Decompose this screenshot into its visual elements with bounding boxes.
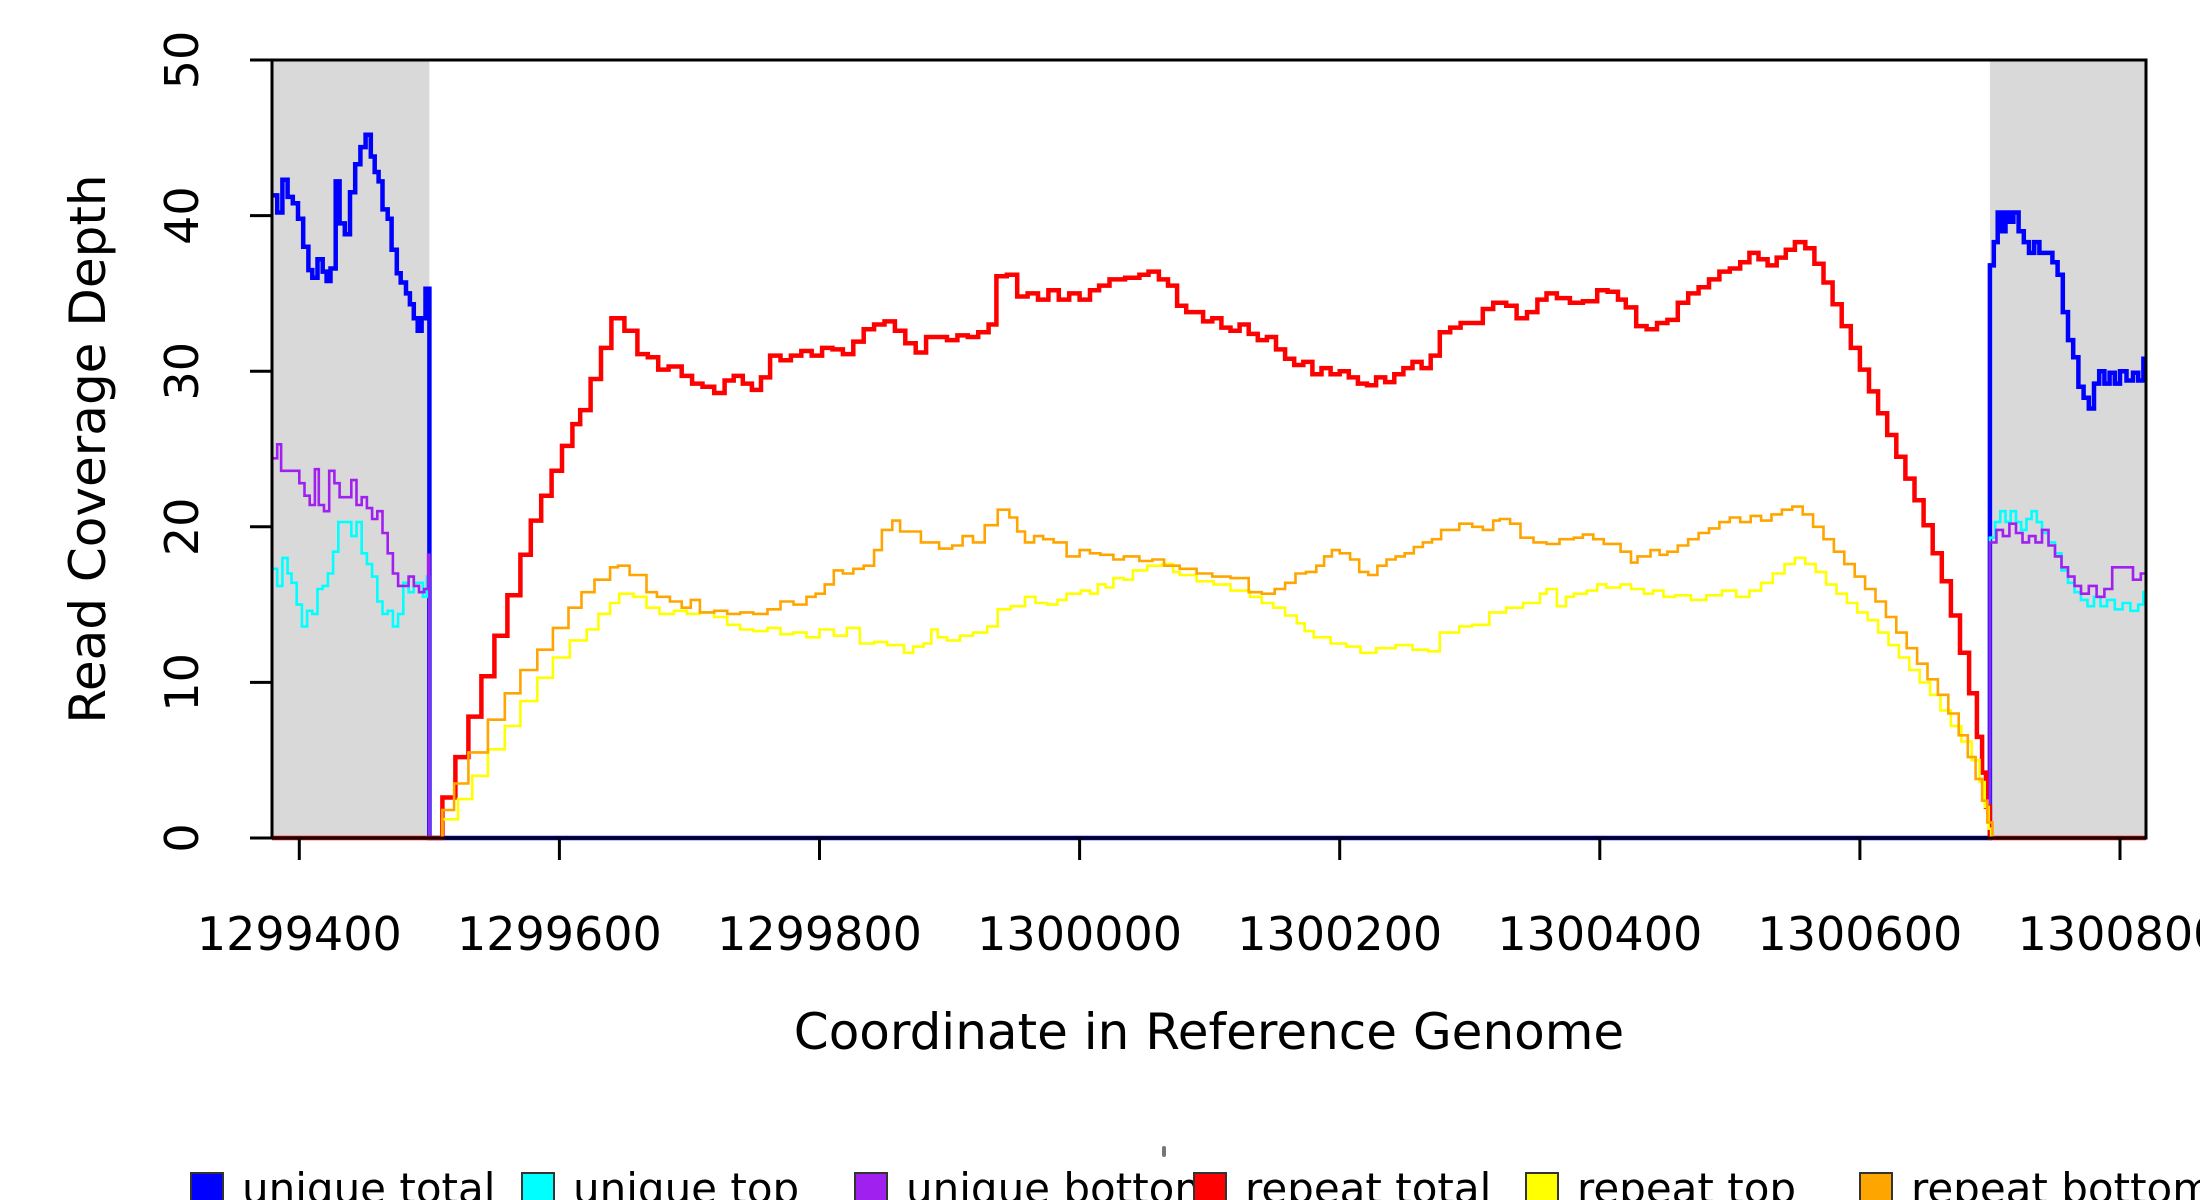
plot-box — [270, 58, 2148, 840]
y-tick-label: 20 — [155, 498, 209, 557]
x-tick-label: 1300600 — [1757, 907, 1962, 961]
shaded-region-right — [1989, 60, 2146, 838]
x-tick-label: 1299600 — [457, 907, 662, 961]
y-tick-label: 10 — [155, 653, 209, 712]
shaded-region-left — [272, 60, 430, 838]
series-line-repeat-total — [272, 239, 2146, 841]
series-line-unique-bottom — [272, 443, 2146, 840]
x-tick-label: 1299800 — [717, 907, 922, 961]
series-line-repeat-top — [272, 556, 2146, 840]
y-tick-label: 0 — [155, 823, 209, 852]
x-tick-label: 1299400 — [197, 907, 402, 961]
x-tick-label: 1300400 — [1497, 907, 1702, 961]
y-axis-title: Read Coverage Depth — [59, 174, 117, 724]
series-line-unique-top — [272, 509, 2146, 840]
stray-mark — [1162, 1146, 1166, 1157]
x-axis-title: Coordinate in Reference Genome — [793, 1003, 1625, 1061]
x-tick-label: 1300000 — [977, 907, 1182, 961]
y-tick-label: 40 — [155, 186, 209, 245]
y-tick-label: 50 — [155, 31, 209, 90]
series-line-unique-total — [272, 132, 2146, 841]
y-tick-label: 30 — [155, 342, 209, 401]
series-line-repeat-bottom — [272, 505, 2146, 840]
x-tick-label: 1300200 — [1237, 907, 1442, 961]
